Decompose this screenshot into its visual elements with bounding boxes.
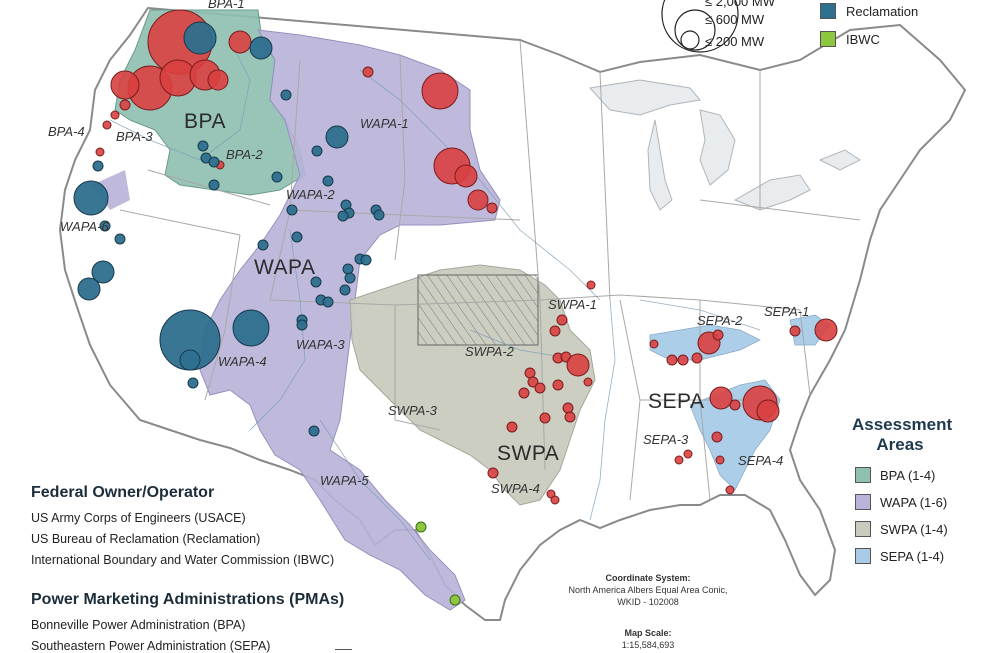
wapa-west-patch	[92, 170, 130, 210]
hatched-area	[417, 274, 539, 346]
federal-owner-usace: US Army Corps of Engineers (USACE)	[31, 511, 246, 525]
region-label-bpa: BPA	[184, 110, 226, 133]
sub-label-wapa3: WAPA-3	[296, 337, 345, 352]
wapa-area-label: WAPA (1-6)	[880, 495, 948, 510]
federal-owner-ibwc: International Boundary and Water Commiss…	[31, 553, 335, 567]
reclamation-swatch	[820, 3, 836, 19]
federal-owner-title: Federal Owner/Operator	[31, 484, 215, 501]
sub-label-bpa1: BPA-1	[208, 0, 245, 11]
sepa-area-label: SEPA (1-4)	[880, 549, 945, 564]
coordinate-system-title: Coordinate System:	[605, 573, 691, 583]
reclamation-legend-label: Reclamation	[846, 4, 919, 19]
size-legend-label-2000: ≤ 2,000 MW	[705, 0, 775, 9]
size-legend-label-200: ≤ 200 MW	[705, 34, 765, 49]
sub-label-bpa3: BPA-3	[116, 129, 153, 144]
ibwc-plants	[415, 521, 461, 606]
wapa-area-swatch	[855, 494, 871, 510]
wapa-region	[199, 29, 501, 611]
region-label-wapa: WAPA	[254, 256, 316, 279]
swpa-area-swatch	[855, 521, 871, 537]
map-scale-title: Map Scale:	[624, 628, 672, 638]
coordinate-system: Coordinate System: North America Albers …	[538, 572, 758, 608]
sub-label-sepa4: SEPA-4	[738, 453, 784, 468]
bpa-area-swatch	[855, 467, 871, 483]
sub-label-swpa3: SWPA-3	[388, 403, 437, 418]
pmas-sepa: Southeastern Power Administration (SEPA)	[31, 639, 271, 653]
map-scale: Map Scale: 1:15,584,693	[538, 627, 758, 651]
pmas-title: Power Marketing Administrations (PMAs)	[31, 591, 345, 608]
sub-label-swpa2: SWPA-2	[465, 344, 514, 359]
federal-owner-reclamation: US Bureau of Reclamation (Reclamation)	[31, 532, 261, 546]
size-legend-label-600: ≤ 600 MW	[705, 12, 765, 27]
region-label-sepa: SEPA	[648, 390, 705, 413]
sepa-area-swatch	[855, 548, 871, 564]
sub-label-wapa2: WAPA-2	[286, 187, 335, 202]
rivers	[109, 39, 761, 561]
assessment-areas-title-line1: Assessment	[852, 415, 953, 434]
sub-label-sepa3: SEPA-3	[643, 432, 689, 447]
sub-label-wapa6: WAPA-6	[60, 219, 109, 234]
ibwc-legend-label: IBWC	[846, 32, 880, 47]
usace-plants	[95, 9, 838, 505]
sub-label-wapa5: WAPA-5	[320, 473, 369, 488]
sub-label-sepa2: SEPA-2	[697, 313, 743, 328]
coordinate-system-line2: WKID - 102008	[617, 597, 679, 607]
great-lakes	[589, 79, 861, 211]
region-label-swpa: SWPA	[497, 442, 560, 465]
sub-label-swpa4: SWPA-4	[491, 481, 540, 496]
map-scale-value: 1:15,584,693	[621, 640, 675, 650]
sub-label-bpa4: BPA-4	[48, 124, 85, 139]
size-legend-circles	[661, 0, 739, 53]
sub-label-bpa2: BPA-2	[226, 147, 263, 162]
assessment-areas-title: Assessment Areas	[852, 415, 953, 455]
state-boundaries	[119, 39, 861, 501]
swpa-area-label: SWPA (1-4)	[880, 522, 948, 537]
pmas-bpa: Bonneville Power Administration (BPA)	[31, 618, 246, 632]
ibwc-swatch	[820, 31, 836, 47]
bpa-area-label: BPA (1-4)	[880, 468, 936, 483]
sub-label-swpa1: SWPA-1	[548, 297, 597, 312]
reclamation-plants	[73, 21, 385, 437]
sub-label-wapa4: WAPA-4	[218, 354, 267, 369]
sub-label-wapa1: WAPA-1	[360, 116, 409, 131]
sub-label-sepa1: SEPA-1	[764, 304, 810, 319]
assessment-areas-title-line2: Areas	[876, 435, 924, 454]
coordinate-system-line1: North America Albers Equal Area Conic,	[568, 585, 728, 595]
